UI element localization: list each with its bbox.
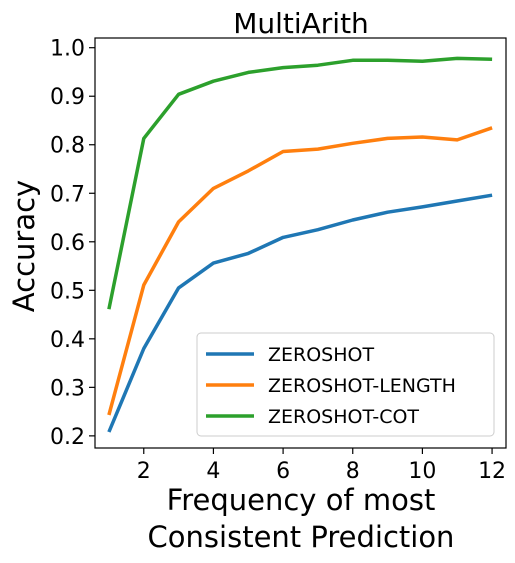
y-tick-label: 0.2 (50, 425, 85, 450)
x-axis-title-line-2: Consistent Prediction (148, 520, 455, 554)
y-tick-label: 0.7 (50, 182, 85, 207)
y-tick-label: 0.3 (50, 376, 85, 401)
series-line-2 (107, 126, 493, 416)
y-tick-label: 1.0 (50, 37, 85, 62)
x-tick-label: 4 (206, 459, 220, 484)
series-lines (107, 56, 493, 433)
y-tick-label: 0.6 (50, 231, 85, 256)
series-line-1 (107, 193, 493, 433)
y-tick-label: 0.4 (50, 328, 85, 353)
legend-box (196, 332, 495, 437)
plot-area (94, 37, 507, 449)
legend-label-3: ZEROSHOT-COT (268, 406, 419, 428)
y-tick-label: 0.5 (50, 279, 85, 304)
series-line-3 (107, 56, 493, 310)
legend: ZEROSHOT ZEROSHOT-LENGTH ZEROSHOT-COT (196, 332, 495, 437)
y-tick-label: 0.9 (50, 85, 85, 110)
x-tick-label: 6 (276, 459, 290, 484)
x-tick-label: 12 (478, 459, 506, 484)
x-tick-label: 2 (137, 459, 151, 484)
x-axis: 2 4 6 8 10 12 (137, 448, 506, 484)
x-axis-title-line-1: Frequency of most (167, 483, 436, 517)
legend-label-1: ZEROSHOT (268, 344, 374, 366)
plot-frame (94, 37, 507, 449)
legend-label-2: ZEROSHOT-LENGTH (268, 375, 456, 397)
x-tick-label: 10 (408, 459, 436, 484)
x-tick-label: 8 (346, 459, 360, 484)
chart-title: MultiArith (233, 7, 369, 40)
y-axis-title: Accuracy (7, 180, 41, 312)
y-tick-label: 0.8 (50, 134, 85, 159)
y-axis: 0.2 0.3 0.4 0.5 0.6 0.7 0.8 0.9 1.0 (50, 37, 95, 450)
